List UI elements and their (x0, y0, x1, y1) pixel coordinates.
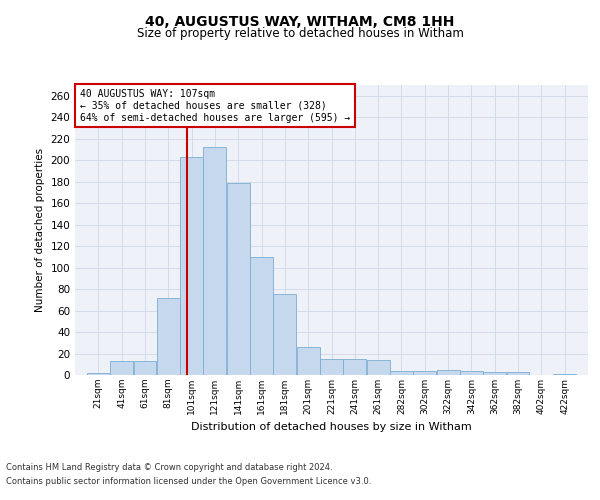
Y-axis label: Number of detached properties: Number of detached properties (35, 148, 45, 312)
Text: 40 AUGUSTUS WAY: 107sqm
← 35% of detached houses are smaller (328)
64% of semi-d: 40 AUGUSTUS WAY: 107sqm ← 35% of detache… (80, 90, 350, 122)
Bar (110, 361, 133, 375)
Bar (320, 359, 343, 375)
Bar (274, 294, 296, 375)
Bar (297, 347, 320, 375)
Bar (484, 372, 506, 375)
Bar (134, 361, 157, 375)
Bar (343, 359, 366, 375)
Text: Contains public sector information licensed under the Open Government Licence v3: Contains public sector information licen… (6, 477, 371, 486)
X-axis label: Distribution of detached houses by size in Witham: Distribution of detached houses by size … (191, 422, 472, 432)
Bar (390, 370, 413, 375)
Bar (460, 370, 483, 375)
Bar (506, 372, 529, 375)
Bar (227, 182, 250, 375)
Bar (157, 298, 179, 375)
Bar (553, 374, 576, 375)
Bar (367, 360, 389, 375)
Bar (180, 157, 203, 375)
Bar (413, 370, 436, 375)
Bar (250, 257, 273, 375)
Text: 40, AUGUSTUS WAY, WITHAM, CM8 1HH: 40, AUGUSTUS WAY, WITHAM, CM8 1HH (145, 15, 455, 29)
Bar (87, 373, 110, 375)
Text: Size of property relative to detached houses in Witham: Size of property relative to detached ho… (137, 28, 463, 40)
Text: Contains HM Land Registry data © Crown copyright and database right 2024.: Contains HM Land Registry data © Crown c… (6, 464, 332, 472)
Bar (203, 148, 226, 375)
Bar (437, 370, 460, 375)
